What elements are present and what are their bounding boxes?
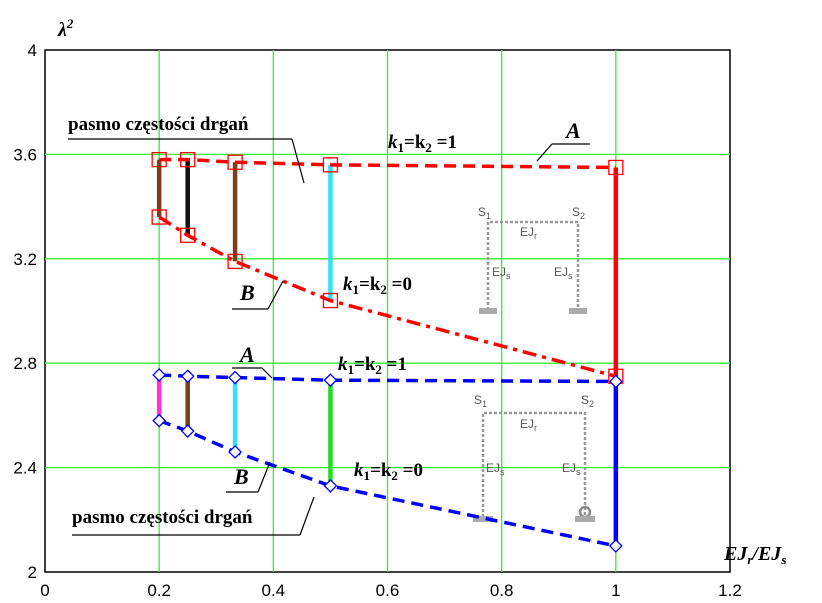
frame-labels: S1 S2 EJr EJs EJs S1 S2 EJr EJs EJs [474,205,594,477]
band-label-lower: pasmo częstości drgań [72,507,253,528]
series-line-1 [158,215,617,378]
x-tick-label: 0.8 [490,581,514,600]
svg-text:EJs: EJs [554,265,573,281]
band-label-upper: pasmo częstości drgań [68,114,249,135]
annotation-A-lower: A [232,342,273,379]
svg-text:S2: S2 [572,205,585,221]
data-point [322,157,339,173]
annotation-band-upper: pasmo częstości drgań [68,114,305,184]
y-tick-label: 2 [28,563,37,582]
data-point [180,227,196,243]
y-tick-label: 2.4 [13,459,37,478]
annotation-A-upper: A [536,118,590,162]
annotation-k-lower-zero: k1=k2 =0 [354,460,423,483]
data-point [180,369,195,384]
y-tick-label: 3.6 [13,145,37,164]
annotation-B-upper: B [232,280,284,310]
data-point [228,445,243,459]
annotation-k-upper: k1=k2 =1 [388,132,457,155]
svg-text:A: A [564,118,581,143]
svg-text:S1: S1 [474,393,487,409]
data-point [180,151,196,168]
series-markers [151,151,624,553]
series-line-2 [159,373,616,384]
svg-text:k1=k2 =0: k1=k2 =0 [343,274,412,297]
svg-text:EJr: EJr [520,225,537,241]
y-axis-title: λ2 [57,16,74,41]
svg-text:EJs: EJs [486,461,505,477]
data-point [322,292,339,309]
svg-text:S1: S1 [478,205,491,221]
data-point [608,374,623,389]
annotation-k-lower: k1=k2 =1 [338,354,407,377]
x-tick-label: 0.2 [147,581,171,600]
x-tick-label: 0.4 [262,581,286,600]
data-point [152,368,167,382]
svg-text:S2: S2 [581,393,594,409]
data-point [227,154,243,170]
svg-text:A: A [238,342,255,367]
svg-text:k1=k2 =1: k1=k2 =1 [338,354,407,377]
x-tick-label: 1 [611,581,620,600]
x-tick-label: 0 [40,581,49,600]
data-point [227,253,243,270]
data-point [608,538,623,553]
svg-text:k1=k2 =0: k1=k2 =0 [354,460,423,483]
data-point [323,478,338,493]
x-tick-label: 0.6 [376,581,400,600]
data-point [180,424,195,438]
frequency-bands [156,159,619,546]
x-axis-title: EJr/EJs [723,543,786,567]
frame-schematic-upper [479,220,587,314]
svg-text:B: B [233,464,249,489]
y-tick-label: 2.8 [13,354,37,373]
annotation-band-lower: pasmo częstości drgań [72,496,315,536]
data-point [323,373,338,388]
svg-text:EJs: EJs [492,265,511,281]
annotation-B-lower: B [226,461,271,493]
annotation-k-upper-zero: k1=k2 =0 [343,274,412,297]
data-point [608,159,624,176]
svg-text:k1=k2 =1: k1=k2 =1 [388,132,457,155]
data-point [228,370,243,385]
svg-text:EJs: EJs [562,461,581,477]
y-tick-label: 3.2 [13,250,37,269]
data-point [151,209,167,225]
tick-labels: 0 0.2 0.4 0.6 0.8 1 1.2 2 2.4 2.8 3.2 3.6 4 [13,41,741,600]
series-line-0 [159,157,616,170]
svg-text:EJr: EJr [520,417,537,433]
y-tick-label: 4 [28,41,37,60]
data-point [152,413,167,428]
data-point [151,151,167,168]
svg-text:B: B [239,280,255,305]
frame-schematic-lower [473,411,595,522]
x-tick-label: 1.2 [718,581,742,600]
